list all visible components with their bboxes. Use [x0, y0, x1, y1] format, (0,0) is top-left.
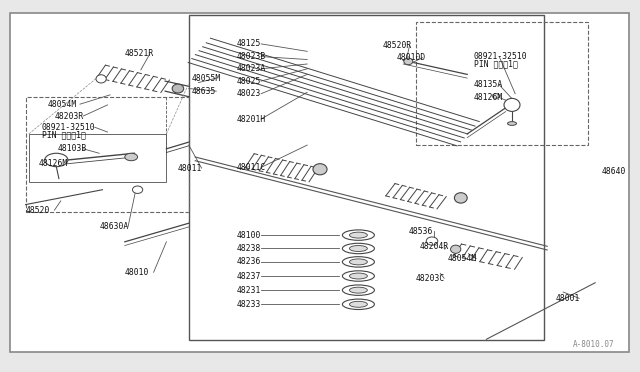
Ellipse shape: [349, 246, 367, 251]
Bar: [189, 15, 544, 340]
Text: 48520: 48520: [26, 206, 50, 215]
Text: 48023: 48023: [237, 89, 261, 98]
Text: 48025: 48025: [237, 77, 261, 86]
Text: 48237: 48237: [237, 272, 261, 280]
Ellipse shape: [342, 271, 374, 281]
Text: A-8010.07: A-8010.07: [573, 340, 614, 349]
Ellipse shape: [426, 237, 438, 245]
Bar: [416, 22, 588, 145]
Text: 48023A: 48023A: [237, 64, 266, 73]
Text: 48054M: 48054M: [48, 100, 77, 109]
Ellipse shape: [404, 58, 413, 65]
Ellipse shape: [504, 99, 520, 112]
Ellipse shape: [349, 273, 367, 279]
Text: 48001: 48001: [556, 294, 580, 303]
Text: 48521R: 48521R: [125, 49, 154, 58]
Ellipse shape: [313, 164, 327, 175]
Text: 48010D: 48010D: [397, 53, 426, 62]
Text: 48011: 48011: [178, 164, 202, 173]
Bar: [26, 97, 189, 212]
Text: 48640: 48640: [602, 167, 626, 176]
Text: 48635: 48635: [192, 87, 216, 96]
Text: 48055M: 48055M: [192, 74, 221, 83]
Ellipse shape: [342, 243, 374, 254]
Circle shape: [492, 94, 500, 98]
Bar: [29, 134, 166, 182]
Text: 48126M: 48126M: [38, 159, 68, 168]
Text: 48135A: 48135A: [474, 80, 503, 89]
Text: 48010: 48010: [125, 268, 149, 277]
Text: 48100: 48100: [237, 231, 261, 240]
Text: 48630A: 48630A: [99, 222, 129, 231]
Text: 48203R: 48203R: [54, 112, 84, 121]
Ellipse shape: [342, 299, 374, 310]
Text: 48125: 48125: [237, 39, 261, 48]
Circle shape: [125, 153, 138, 161]
Ellipse shape: [454, 193, 467, 203]
Text: 08921-32510: 08921-32510: [474, 52, 527, 61]
Text: 48231: 48231: [237, 286, 261, 295]
Text: 48023B: 48023B: [237, 52, 266, 61]
Text: 48126M: 48126M: [474, 93, 503, 102]
Ellipse shape: [349, 301, 367, 307]
Ellipse shape: [349, 259, 367, 265]
Ellipse shape: [342, 230, 374, 240]
Ellipse shape: [96, 75, 106, 83]
Text: 08921-32510: 08921-32510: [42, 123, 95, 132]
Ellipse shape: [508, 122, 516, 125]
Ellipse shape: [342, 257, 374, 267]
Ellipse shape: [342, 285, 374, 295]
Text: PIN ピン（1）: PIN ピン（1）: [42, 130, 86, 139]
Text: 48011C: 48011C: [237, 163, 266, 172]
Text: PIN ピン（1）: PIN ピン（1）: [474, 60, 518, 68]
Text: 48201H: 48201H: [237, 115, 266, 124]
Text: 48054M: 48054M: [448, 254, 477, 263]
Text: 48236: 48236: [237, 257, 261, 266]
Ellipse shape: [349, 287, 367, 293]
Ellipse shape: [132, 186, 143, 193]
Text: 48520R: 48520R: [383, 41, 412, 50]
Circle shape: [45, 153, 68, 167]
Ellipse shape: [172, 84, 184, 93]
Text: 48103B: 48103B: [58, 144, 87, 153]
Text: 48238: 48238: [237, 244, 261, 253]
Text: 48233: 48233: [237, 300, 261, 309]
Text: 48536: 48536: [408, 227, 433, 236]
Ellipse shape: [451, 245, 461, 253]
Text: 48203C: 48203C: [416, 274, 445, 283]
Text: 48204R: 48204R: [419, 242, 449, 251]
Ellipse shape: [349, 232, 367, 238]
